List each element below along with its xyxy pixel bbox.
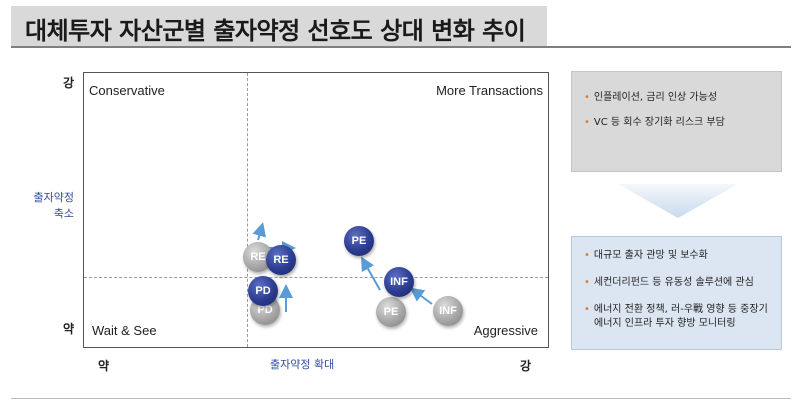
bubble-inf-current: INF bbox=[384, 267, 414, 297]
previous-factor-text: VC 등 회수 장기화 리스크 부담 bbox=[593, 117, 725, 128]
current-factor-continuation: 에너지 인프라 투자 향방 모니터링 bbox=[594, 318, 736, 329]
chevron-down-icon bbox=[618, 184, 738, 218]
quadrant-plot: Conservative More Transactions Wait & Se… bbox=[83, 72, 549, 348]
quadrant-label-more-transactions: More Transactions bbox=[436, 83, 543, 98]
vertical-divider bbox=[247, 73, 248, 347]
bullet-dot-icon: • bbox=[584, 250, 590, 261]
previous-factor-item: • VC 등 회수 장기화 리스크 부담 bbox=[584, 116, 725, 130]
current-factors-box: • 대규모 출자 관망 및 보수화 • 세컨더리펀드 등 유동성 솔루션에 관심 •… bbox=[571, 236, 782, 350]
bullet-dot-icon: • bbox=[584, 304, 590, 315]
bubble-inf-previous: INF bbox=[433, 296, 463, 326]
x-axis-left-label: 약 bbox=[98, 359, 110, 373]
bullet-dot-icon: • bbox=[584, 277, 590, 288]
y-axis-name-line2: 축소 bbox=[53, 207, 74, 220]
x-axis-right-label: 강 bbox=[520, 359, 532, 373]
bubble-pe-previous: PE bbox=[376, 297, 406, 327]
quadrant-label-aggressive: Aggressive bbox=[473, 323, 538, 338]
quadrant-label-conservative: Conservative bbox=[89, 83, 165, 98]
bottom-divider bbox=[11, 398, 791, 399]
current-factor-text: 세컨더리펀드 등 유동성 솔루션에 관심 bbox=[593, 277, 754, 288]
bullet-dot-icon: • bbox=[584, 117, 590, 128]
previous-factor-item: • 인플레이션, 금리 인상 가능성 bbox=[584, 91, 717, 105]
title-divider bbox=[11, 46, 791, 48]
current-factor-item: • 세컨더리펀드 등 유동성 솔루션에 관심 bbox=[584, 276, 754, 290]
bubble-pd-current: PD bbox=[248, 276, 278, 306]
bubble-re-current: RE bbox=[266, 245, 296, 275]
current-factor-item: • 에너지 전환 정책, 러-우戰 영향 등 중장기 bbox=[584, 303, 768, 317]
y-axis-name-line1: 출자약정 bbox=[33, 191, 74, 204]
title-bar: 대체투자 자산군별 출자약정 선호도 상대 변화 추이 bbox=[11, 6, 547, 46]
previous-factor-text: 인플레이션, 금리 인상 가능성 bbox=[593, 92, 718, 103]
bullet-dot-icon: • bbox=[584, 92, 590, 103]
previous-factors-box: • 인플레이션, 금리 인상 가능성 • VC 등 회수 장기화 리스크 부담 bbox=[571, 71, 782, 172]
quadrant-label-wait-and-see: Wait & See bbox=[92, 323, 157, 338]
current-factor-text: 대규모 출자 관망 및 보수화 bbox=[593, 250, 708, 261]
x-axis-name: 출자약정 확대 bbox=[270, 358, 335, 371]
current-factor-item: • 대규모 출자 관망 및 보수화 bbox=[584, 249, 708, 263]
page-title: 대체투자 자산군별 출자약정 선호도 상대 변화 추이 bbox=[25, 17, 526, 45]
bubble-pe-current: PE bbox=[344, 226, 374, 256]
current-factor-text: 에너지 전환 정책, 러-우戰 영향 등 중장기 bbox=[593, 304, 768, 315]
horizontal-divider bbox=[84, 277, 548, 278]
y-axis-top-label: 강 bbox=[63, 76, 75, 90]
y-axis-name: 출자약정 축소 bbox=[22, 190, 74, 222]
y-axis-bottom-label: 약 bbox=[63, 322, 75, 336]
